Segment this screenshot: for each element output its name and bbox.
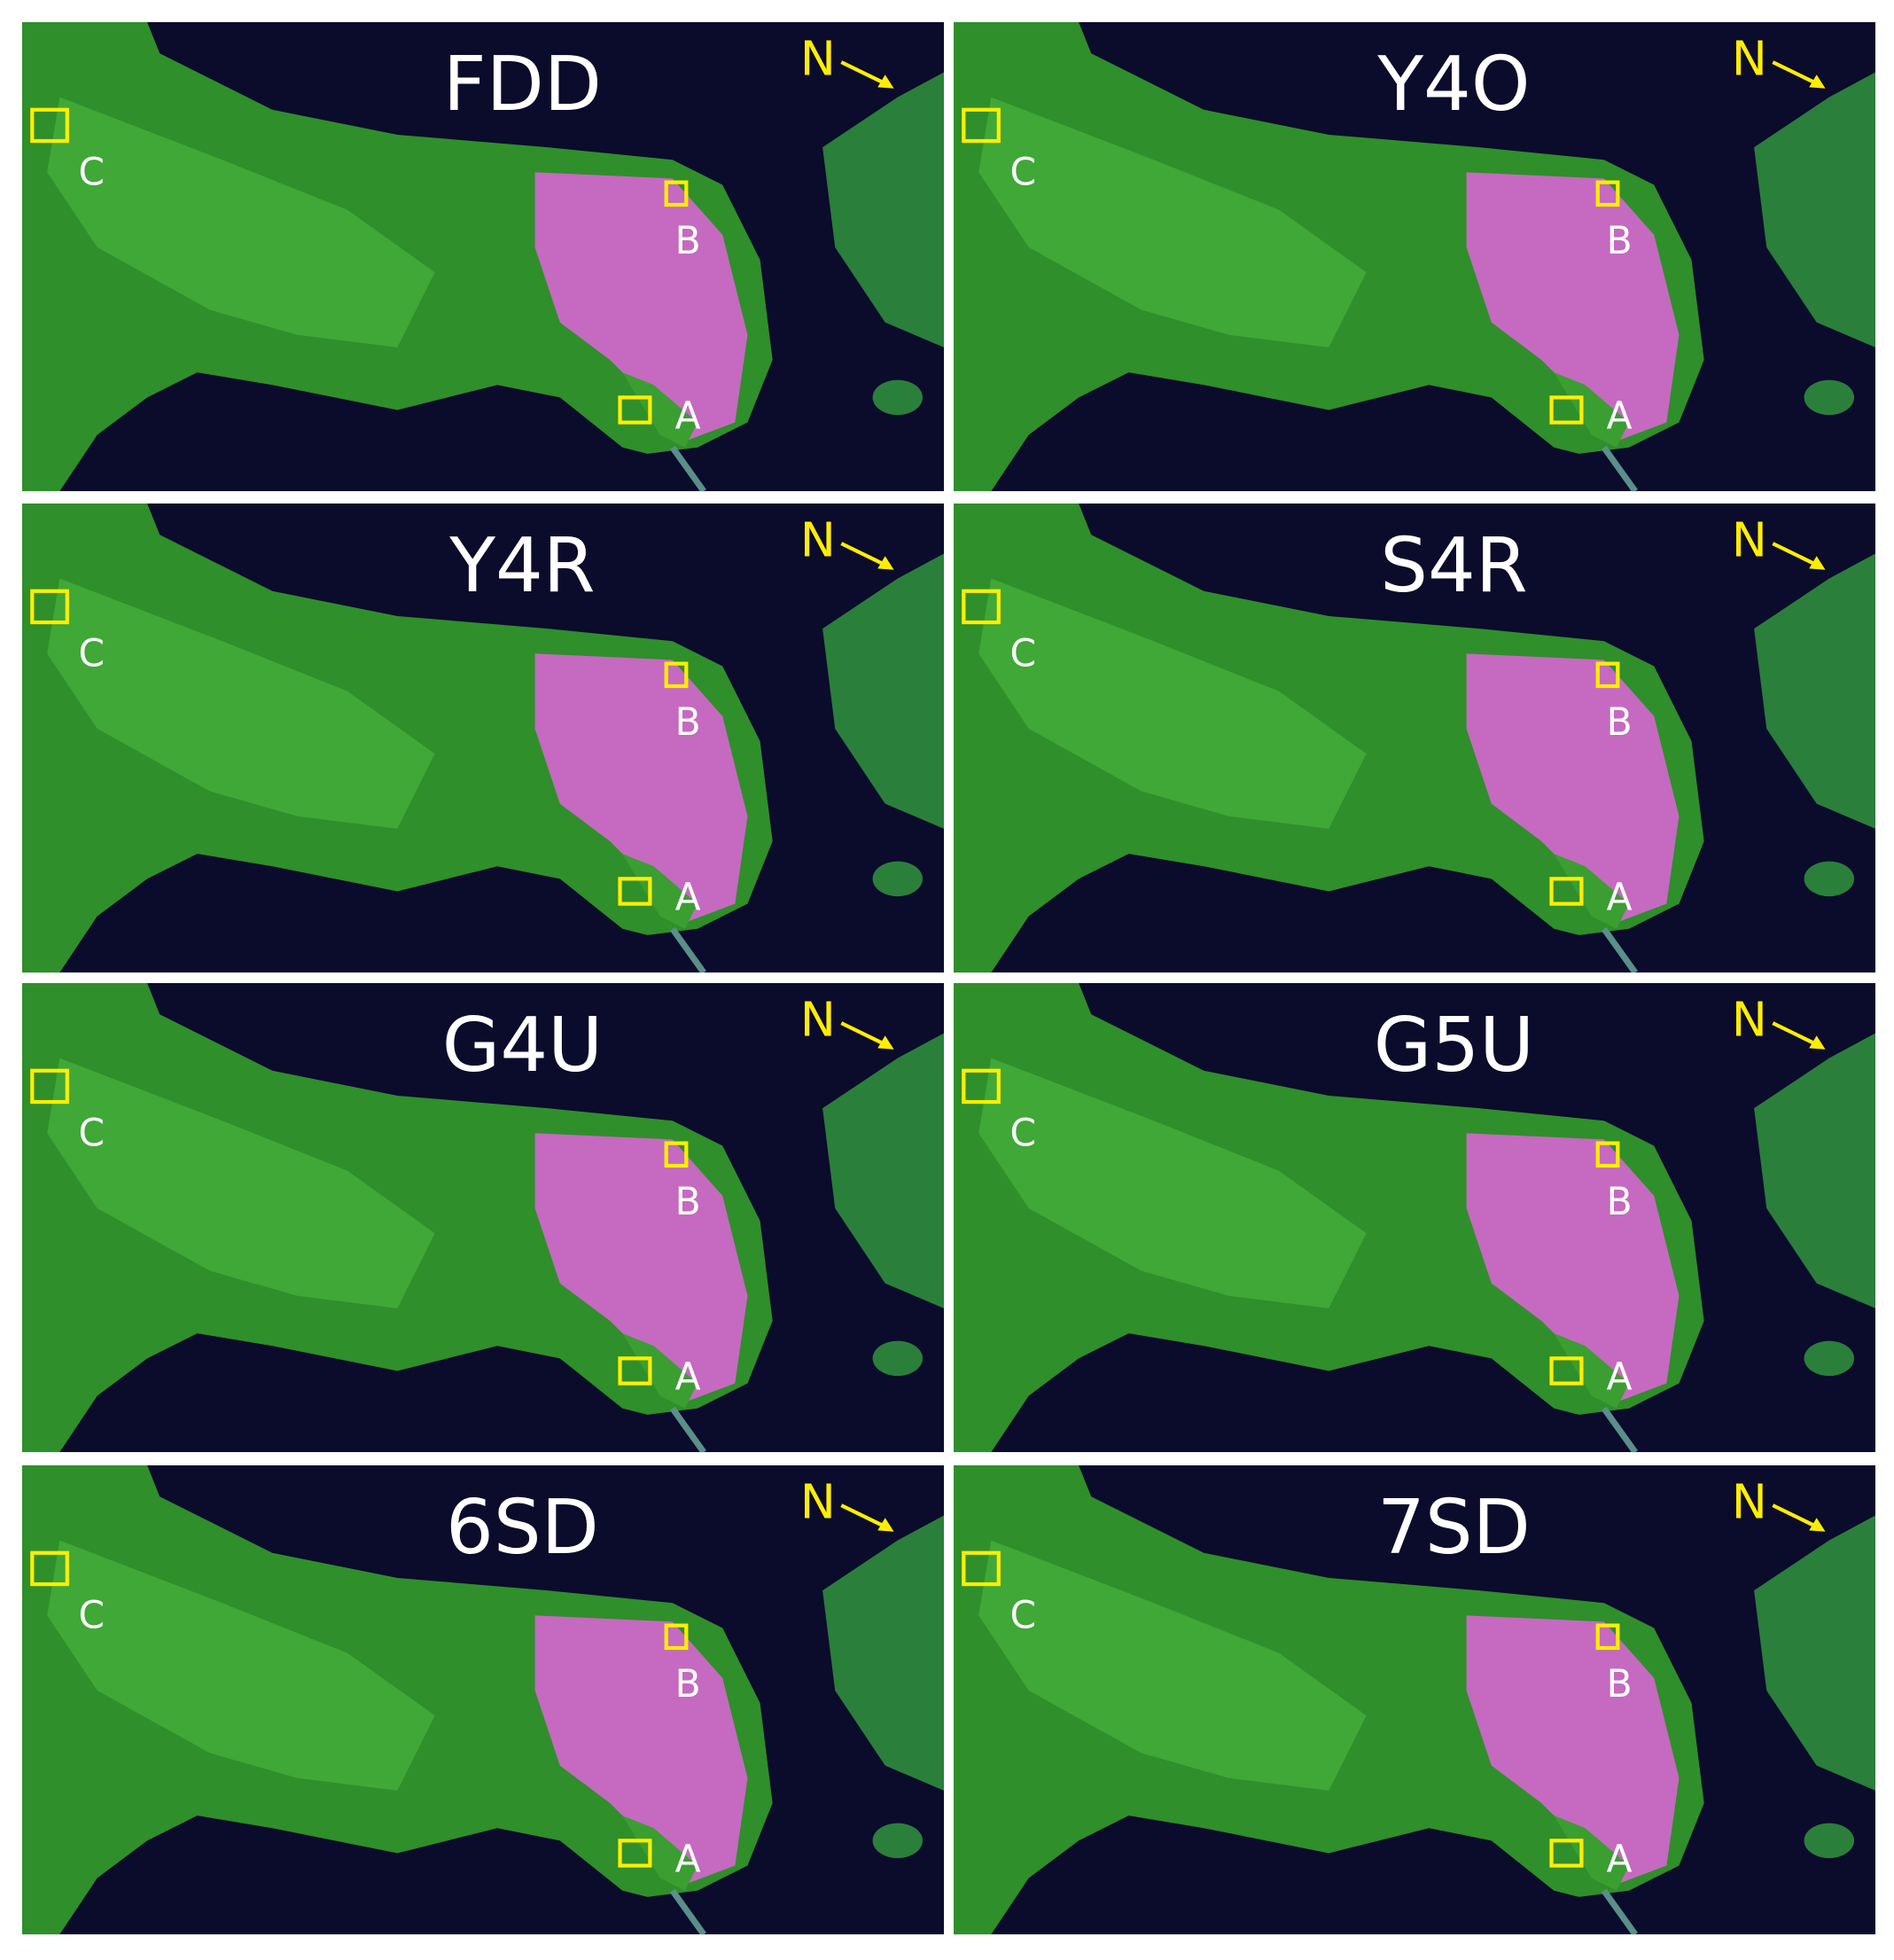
north-arrow — [840, 60, 889, 87]
panel-title: G4U — [442, 1001, 603, 1089]
map-panel: G4U N A B C — [22, 983, 944, 1452]
marker-box — [30, 1550, 69, 1587]
marker-box — [1549, 1839, 1584, 1868]
marker-box — [618, 395, 652, 425]
marker-label: B — [1607, 219, 1633, 262]
marker-label: B — [1607, 1180, 1633, 1223]
panel-title: G5U — [1374, 1001, 1534, 1089]
marker-label: A — [1607, 1838, 1633, 1881]
marker-label: C — [1010, 1593, 1037, 1636]
marker-box — [618, 1839, 652, 1868]
panel-title: Y4O — [1376, 40, 1530, 128]
map-panel: 6SD N A B C — [22, 1465, 944, 1934]
marker-label: B — [1607, 700, 1633, 744]
north-arrow-head — [1809, 74, 1826, 89]
marker-label: C — [1010, 631, 1037, 675]
panel-title: FDD — [443, 40, 602, 128]
north-arrow-head — [1809, 1518, 1826, 1532]
north-label: N — [800, 30, 836, 86]
north-arrow — [1772, 1021, 1820, 1048]
marker-label: C — [1010, 1111, 1037, 1154]
north-arrow — [840, 1021, 889, 1048]
north-label: N — [1732, 1473, 1767, 1529]
north-arrow-head — [877, 1035, 894, 1050]
marker-box — [962, 107, 1001, 144]
marker-label: B — [1607, 1662, 1633, 1706]
panel-title: S4R — [1380, 521, 1527, 609]
marker-box — [1595, 661, 1620, 689]
marker-box — [1549, 877, 1584, 906]
marker-box — [1595, 1623, 1620, 1651]
marker-box — [1595, 180, 1620, 207]
north-arrow-head — [1809, 1035, 1826, 1050]
map-panel: FDD N A B C — [22, 22, 944, 491]
marker-label: A — [675, 1355, 701, 1399]
marker-label: A — [1607, 394, 1633, 438]
marker-box — [962, 1068, 1001, 1105]
map-panel: Y4O N A B C — [954, 22, 1875, 491]
north-arrow — [840, 542, 889, 568]
panel-title: 7SD — [1377, 1483, 1531, 1571]
marker-label: B — [675, 700, 701, 744]
north-label: N — [800, 991, 836, 1047]
north-arrow-head — [877, 1518, 894, 1532]
map-panel: 7SD N A B C — [954, 1465, 1875, 1934]
marker-label: C — [79, 1593, 105, 1636]
marker-box — [664, 1141, 689, 1168]
marker-label: B — [675, 1180, 701, 1223]
marker-box — [30, 589, 69, 625]
north-arrow — [840, 1503, 889, 1530]
marker-label: C — [79, 1111, 105, 1154]
marker-box — [30, 107, 69, 144]
north-arrow — [1772, 542, 1820, 568]
marker-label: B — [675, 1662, 701, 1706]
marker-box — [618, 877, 652, 906]
north-arrow — [1772, 1503, 1820, 1530]
map-panel: Y4R N A B C — [22, 504, 944, 972]
marker-box — [664, 180, 689, 207]
north-arrow-head — [1809, 556, 1826, 570]
marker-box — [1549, 1356, 1584, 1386]
marker-label: A — [1607, 1355, 1633, 1399]
marker-label: A — [675, 876, 701, 919]
north-label: N — [1732, 30, 1767, 86]
marker-label: A — [1607, 876, 1633, 919]
marker-box — [664, 661, 689, 689]
marker-box — [962, 589, 1001, 625]
marker-label: B — [675, 219, 701, 262]
north-label: N — [1732, 991, 1767, 1047]
marker-box — [664, 1623, 689, 1651]
panel-title: 6SD — [446, 1483, 599, 1571]
map-panel: G5U N A B C — [954, 983, 1875, 1452]
marker-label: C — [79, 631, 105, 675]
marker-label: A — [675, 1838, 701, 1881]
marker-label: A — [675, 394, 701, 438]
marker-box — [1595, 1141, 1620, 1168]
marker-box — [962, 1550, 1001, 1587]
map-panel: S4R N A B C — [954, 504, 1875, 972]
marker-box — [618, 1356, 652, 1386]
north-label: N — [800, 1473, 836, 1529]
panel-title: Y4R — [448, 521, 595, 609]
marker-box — [1549, 395, 1584, 425]
north-label: N — [1732, 511, 1767, 567]
north-arrow-head — [877, 556, 894, 570]
north-arrow-head — [877, 74, 894, 89]
north-arrow — [1772, 60, 1820, 87]
marker-label: C — [79, 150, 105, 193]
north-label: N — [800, 511, 836, 567]
marker-box — [30, 1068, 69, 1105]
marker-label: C — [1010, 150, 1037, 193]
